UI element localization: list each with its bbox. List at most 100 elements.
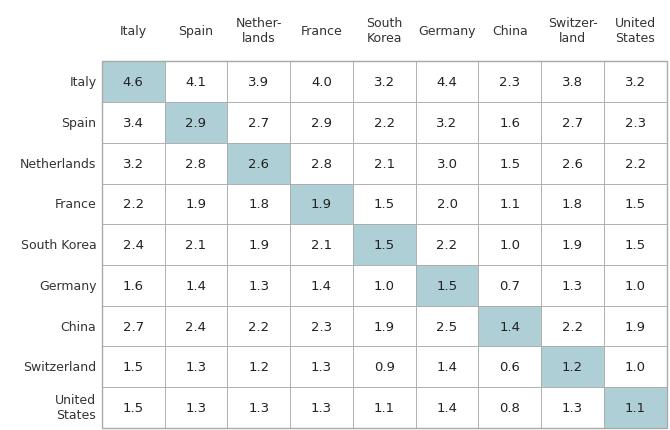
- Text: 3.9: 3.9: [248, 76, 269, 89]
- Text: 2.4: 2.4: [186, 320, 206, 333]
- Bar: [227, 265, 290, 306]
- Text: 2.2: 2.2: [248, 320, 269, 333]
- Text: 1.8: 1.8: [248, 198, 269, 211]
- Bar: [604, 62, 667, 103]
- Text: 1.9: 1.9: [311, 198, 332, 211]
- Bar: [353, 184, 415, 225]
- Text: 1.1: 1.1: [499, 198, 521, 211]
- Bar: [290, 225, 353, 265]
- Bar: [227, 62, 290, 103]
- Text: France: France: [55, 198, 96, 211]
- Text: United
States: United States: [56, 393, 96, 421]
- Text: 2.5: 2.5: [436, 320, 458, 333]
- Bar: [227, 387, 290, 428]
- Bar: [604, 387, 667, 428]
- Bar: [165, 62, 227, 103]
- Text: 1.9: 1.9: [248, 239, 269, 252]
- Bar: [102, 103, 165, 144]
- Bar: [165, 265, 227, 306]
- Bar: [290, 103, 353, 144]
- Text: 2.8: 2.8: [311, 157, 332, 170]
- Text: 2.9: 2.9: [311, 117, 332, 130]
- Text: 2.3: 2.3: [311, 320, 332, 333]
- Bar: [604, 144, 667, 184]
- Text: 1.5: 1.5: [123, 360, 144, 373]
- Text: 1.5: 1.5: [123, 401, 144, 414]
- Text: 1.3: 1.3: [562, 401, 583, 414]
- Bar: [102, 306, 165, 347]
- Text: 2.0: 2.0: [436, 198, 458, 211]
- Bar: [227, 225, 290, 265]
- Text: South Korea: South Korea: [21, 239, 96, 252]
- Bar: [290, 387, 353, 428]
- Text: 0.6: 0.6: [499, 360, 520, 373]
- Bar: [541, 265, 604, 306]
- Text: 1.3: 1.3: [248, 279, 269, 292]
- Text: 0.8: 0.8: [499, 401, 520, 414]
- Text: 1.6: 1.6: [123, 279, 144, 292]
- Text: 3.4: 3.4: [123, 117, 144, 130]
- Bar: [415, 265, 478, 306]
- Text: 2.2: 2.2: [374, 117, 395, 130]
- Bar: [353, 103, 415, 144]
- Text: 1.5: 1.5: [374, 239, 395, 252]
- Text: 2.7: 2.7: [562, 117, 583, 130]
- Text: 1.0: 1.0: [374, 279, 395, 292]
- Text: 1.6: 1.6: [499, 117, 521, 130]
- Bar: [227, 347, 290, 387]
- Text: Spain: Spain: [178, 25, 214, 38]
- Text: 2.1: 2.1: [374, 157, 395, 170]
- Text: Switzerland: Switzerland: [23, 360, 96, 373]
- Bar: [478, 265, 541, 306]
- Bar: [415, 103, 478, 144]
- Bar: [353, 387, 415, 428]
- Text: 2.2: 2.2: [562, 320, 583, 333]
- Bar: [165, 184, 227, 225]
- Text: 1.3: 1.3: [562, 279, 583, 292]
- Bar: [102, 144, 165, 184]
- Bar: [604, 225, 667, 265]
- Text: 1.3: 1.3: [186, 401, 206, 414]
- Bar: [353, 306, 415, 347]
- Text: 1.3: 1.3: [311, 360, 332, 373]
- Bar: [415, 306, 478, 347]
- Bar: [353, 144, 415, 184]
- Text: Italy: Italy: [70, 76, 96, 89]
- Bar: [165, 144, 227, 184]
- Text: 3.2: 3.2: [123, 157, 144, 170]
- Bar: [165, 306, 227, 347]
- Text: 1.3: 1.3: [311, 401, 332, 414]
- Text: 1.4: 1.4: [436, 401, 458, 414]
- Text: 3.0: 3.0: [436, 157, 458, 170]
- Bar: [541, 347, 604, 387]
- Text: 2.7: 2.7: [248, 117, 269, 130]
- Bar: [541, 225, 604, 265]
- Bar: [478, 225, 541, 265]
- Text: 1.4: 1.4: [499, 320, 521, 333]
- Text: 0.7: 0.7: [499, 279, 521, 292]
- Text: 2.9: 2.9: [186, 117, 206, 130]
- Text: 1.2: 1.2: [248, 360, 269, 373]
- Bar: [102, 62, 667, 428]
- Bar: [478, 103, 541, 144]
- Bar: [102, 225, 165, 265]
- Bar: [415, 225, 478, 265]
- Bar: [541, 144, 604, 184]
- Text: 3.2: 3.2: [436, 117, 458, 130]
- Bar: [604, 184, 667, 225]
- Text: 2.2: 2.2: [624, 157, 646, 170]
- Bar: [165, 103, 227, 144]
- Bar: [227, 144, 290, 184]
- Bar: [102, 387, 165, 428]
- Text: 1.9: 1.9: [374, 320, 395, 333]
- Text: 1.4: 1.4: [186, 279, 206, 292]
- Bar: [290, 265, 353, 306]
- Text: 4.6: 4.6: [123, 76, 143, 89]
- Text: 2.3: 2.3: [624, 117, 646, 130]
- Bar: [227, 306, 290, 347]
- Bar: [415, 62, 478, 103]
- Text: 1.5: 1.5: [436, 279, 458, 292]
- Text: 4.4: 4.4: [437, 76, 458, 89]
- Text: 1.5: 1.5: [624, 239, 646, 252]
- Text: Nether-
lands: Nether- lands: [235, 17, 282, 45]
